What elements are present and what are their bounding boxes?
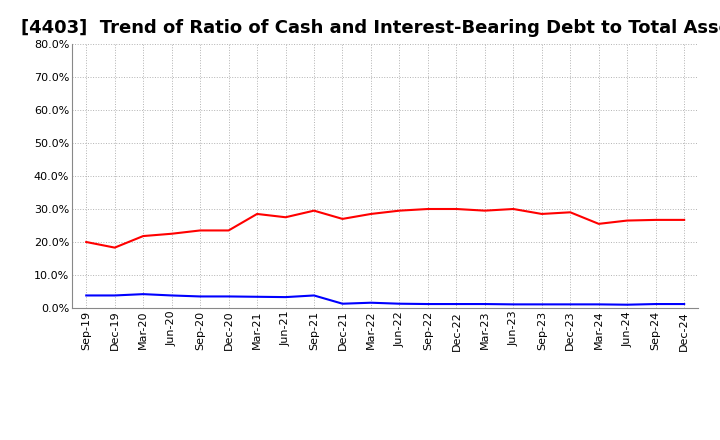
Cash	[253, 211, 261, 216]
Cash	[652, 217, 660, 223]
Cash	[595, 221, 603, 227]
Title: [4403]  Trend of Ratio of Cash and Interest-Bearing Debt to Total Assets: [4403] Trend of Ratio of Cash and Intere…	[21, 19, 720, 37]
Interest-Bearing Debt	[82, 293, 91, 298]
Cash	[366, 211, 375, 216]
Cash	[623, 218, 631, 223]
Cash	[395, 208, 404, 213]
Cash	[139, 233, 148, 238]
Cash	[282, 215, 290, 220]
Cash	[423, 206, 432, 212]
Cash	[310, 208, 318, 213]
Interest-Bearing Debt	[423, 301, 432, 307]
Cash	[680, 217, 688, 223]
Cash	[196, 228, 204, 233]
Interest-Bearing Debt	[652, 301, 660, 307]
Interest-Bearing Debt	[253, 294, 261, 300]
Cash	[338, 216, 347, 221]
Cash	[509, 206, 518, 212]
Line: Cash: Cash	[86, 209, 684, 248]
Interest-Bearing Debt	[139, 291, 148, 297]
Cash	[167, 231, 176, 236]
Interest-Bearing Debt	[509, 302, 518, 307]
Interest-Bearing Debt	[537, 302, 546, 307]
Interest-Bearing Debt	[566, 302, 575, 307]
Interest-Bearing Debt	[680, 301, 688, 307]
Cash	[452, 206, 461, 212]
Interest-Bearing Debt	[282, 294, 290, 300]
Interest-Bearing Debt	[310, 293, 318, 298]
Cash	[537, 211, 546, 216]
Interest-Bearing Debt	[395, 301, 404, 306]
Interest-Bearing Debt	[338, 301, 347, 306]
Cash	[480, 208, 489, 213]
Cash	[110, 245, 119, 250]
Cash	[82, 239, 91, 245]
Cash	[225, 228, 233, 233]
Interest-Bearing Debt	[452, 301, 461, 307]
Interest-Bearing Debt	[167, 293, 176, 298]
Interest-Bearing Debt	[480, 301, 489, 307]
Interest-Bearing Debt	[366, 300, 375, 305]
Cash	[566, 210, 575, 215]
Line: Interest-Bearing Debt: Interest-Bearing Debt	[86, 294, 684, 304]
Interest-Bearing Debt	[196, 294, 204, 299]
Interest-Bearing Debt	[595, 302, 603, 307]
Interest-Bearing Debt	[623, 302, 631, 307]
Interest-Bearing Debt	[110, 293, 119, 298]
Interest-Bearing Debt	[225, 294, 233, 299]
